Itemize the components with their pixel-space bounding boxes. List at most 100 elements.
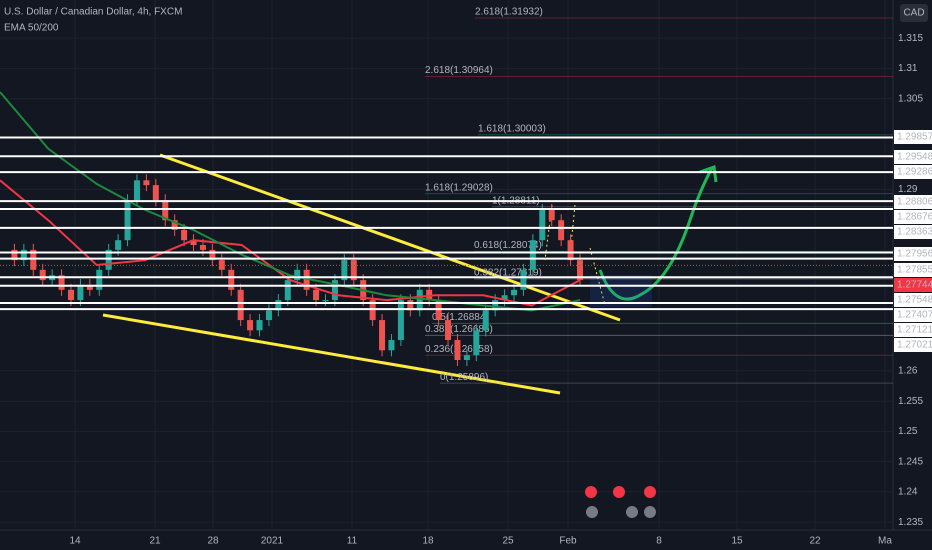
candle [247,320,254,331]
price-tag [894,210,932,224]
candle [77,284,84,301]
event-icons [585,486,656,518]
candle [190,240,197,246]
price-tag [894,338,932,352]
candle [558,220,565,241]
candle [39,269,46,281]
y-tick-label: 1.29 [898,184,918,195]
y-tick-label: 1.25 [898,426,918,437]
candle [313,289,320,301]
candle [152,185,159,201]
candle [397,300,404,341]
candle [529,240,536,270]
range-box [590,275,652,307]
currency-badge[interactable] [900,4,928,22]
candle [228,269,235,290]
symbol-title: U.S. Dollar / Canadian Dollar, 4h, FXCM [4,7,182,18]
candle [445,320,452,341]
x-tick-label: 15 [731,536,743,547]
event-icon [613,486,625,498]
candle [105,249,112,270]
price-tag-label: 1.29286 [897,167,932,178]
event-icon [626,506,638,518]
x-tick-label: 25 [502,536,514,547]
plot: 2.618(1.31932) 2.618(1.30964) 1.618(1.3000… [0,7,893,395]
candle [303,269,310,290]
event-icon [586,506,598,518]
projection-arrow [598,167,714,301]
candle [331,280,338,301]
candle [256,320,263,331]
candle [539,209,546,241]
candle [96,269,103,290]
candle [322,300,329,302]
x-tick-label: 11 [347,536,358,547]
trendline [102,313,561,395]
fib-label: 0.5(1.26884) [432,312,489,323]
price-tag [894,195,932,209]
candle [454,340,461,360]
candle [341,260,348,281]
indicator-legend: EMA 50/200 [4,23,59,34]
candle [171,220,178,230]
candle [577,260,583,281]
price-tag-label: 1.29857 [897,132,932,143]
price-tag-label: 1.27121 [897,325,932,336]
candle [284,280,291,301]
y-tick-label: 1.26 [898,366,918,377]
fib-label: 0(1.25896) [440,372,488,383]
candle [115,240,122,250]
candle [133,180,140,201]
candle [209,249,216,261]
price-tag-label: 1.28806 [897,197,932,208]
candle [520,269,527,290]
candle [275,300,282,311]
price-tag [894,165,932,179]
y-tick-label: 1.235 [898,517,923,528]
candle [162,200,169,221]
arrow-head [699,164,718,183]
price-tag [894,293,932,307]
candle [388,340,395,351]
candle [416,289,423,311]
price-tag-label: 1.29548 [897,152,932,163]
y-tick-label: 1.24 [898,487,918,498]
y-tick-label: 1.255 [898,396,923,407]
y-tick-label: 1.31 [898,63,918,74]
price-tag-label: 1.27407 [897,310,932,321]
price-tag [894,323,932,337]
candle [482,310,489,331]
event-icon [644,506,656,518]
price-tag [894,225,932,239]
ema-line [0,91,581,312]
candle [379,320,386,351]
price-tag [894,308,932,322]
candle [124,200,131,241]
x-tick-label: 18 [422,536,434,547]
currency[interactable]: CAD [903,8,924,19]
x-tick-label: 8 [656,536,662,547]
candle [567,240,574,261]
price-tag-label: 1.27021 [897,340,932,351]
candle [58,275,65,290]
candle [350,260,357,281]
y-tick-label: 1.245 [898,456,923,467]
candle [181,229,188,241]
x-tick-label: 2021 [261,536,284,547]
price-tag [894,263,932,277]
candle [86,284,93,290]
fib-label: 0.618(1.28074) [474,240,542,251]
x-tick-label: 28 [207,536,219,547]
fib-label: 1.618(1.29028) [425,182,493,193]
fib-label: 2.618(1.30964) [425,65,493,76]
candle [294,269,301,281]
candle [265,310,272,321]
candle [30,249,37,270]
event-icon [585,486,597,498]
candle [20,249,27,261]
candle [492,300,499,311]
last-price-tag [894,278,932,292]
price-tag-label: 1.27855 [897,265,932,276]
fib-label: 1.618(1.30003) [478,123,546,134]
